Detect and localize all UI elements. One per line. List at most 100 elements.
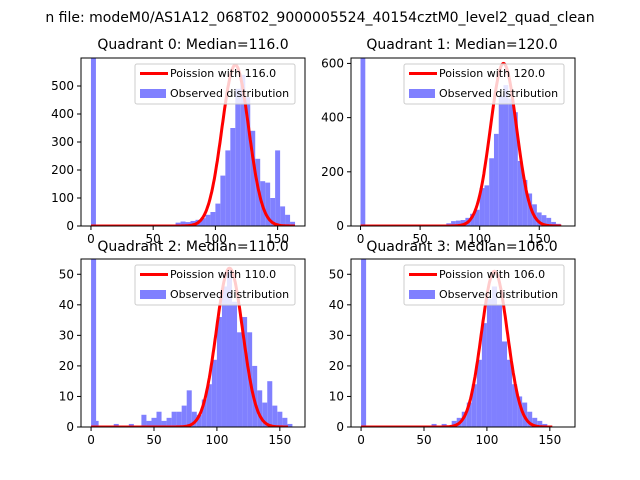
histogram-bar bbox=[270, 198, 276, 226]
legend-observed-label: Observed distribution bbox=[439, 87, 558, 100]
histogram-bar bbox=[512, 384, 518, 427]
quadrant-1-title: Quadrant 1: Median=120.0 bbox=[366, 37, 557, 53]
y-tick-label: 400 bbox=[321, 111, 344, 125]
histogram-bar bbox=[201, 399, 207, 427]
histogram-bar bbox=[536, 212, 542, 226]
histogram-bar bbox=[205, 214, 211, 226]
histogram-bar bbox=[257, 390, 263, 427]
histogram-bar bbox=[186, 390, 192, 427]
histogram-bar bbox=[215, 203, 221, 226]
histogram-bar bbox=[491, 286, 497, 427]
x-tick-label: 150 bbox=[538, 433, 561, 447]
y-tick-label: 50 bbox=[59, 267, 74, 281]
histogram-bar bbox=[206, 384, 212, 427]
histogram-bar bbox=[507, 359, 513, 427]
histogram-bar bbox=[496, 304, 503, 427]
histogram-bar bbox=[527, 411, 533, 427]
histogram-bar bbox=[225, 150, 231, 226]
legend-poisson-label: Poission with 116.0 bbox=[170, 67, 276, 80]
y-tick-label: 40 bbox=[59, 298, 74, 312]
histogram-bar bbox=[265, 182, 271, 226]
y-tick-label: 200 bbox=[321, 165, 344, 179]
histogram-bar bbox=[245, 97, 251, 226]
histogram-bar bbox=[498, 95, 504, 226]
axes-frame bbox=[80, 258, 306, 428]
legend-poisson-label: Poission with 106.0 bbox=[439, 268, 545, 281]
histogram-bar bbox=[508, 98, 514, 226]
histogram-bar bbox=[546, 217, 552, 226]
histogram-bar bbox=[471, 384, 477, 427]
legend-observed-swatch bbox=[409, 290, 435, 299]
histogram-bar bbox=[272, 405, 278, 427]
histogram-bar bbox=[280, 206, 286, 226]
histogram-bar bbox=[277, 411, 283, 427]
histogram-bar bbox=[210, 212, 216, 226]
histogram-bar bbox=[489, 158, 494, 226]
histogram-bar bbox=[216, 317, 222, 427]
histogram-bar bbox=[466, 402, 472, 427]
axes-frame bbox=[350, 57, 576, 227]
histogram-bar bbox=[250, 130, 256, 226]
y-tick-label: 10 bbox=[59, 389, 74, 403]
histogram-bar bbox=[290, 221, 296, 226]
histogram-bar bbox=[90, 58, 96, 226]
x-tick-label: 150 bbox=[268, 433, 291, 447]
histogram-bar bbox=[470, 213, 475, 226]
histogram-bar bbox=[166, 417, 172, 427]
histogram-bar bbox=[156, 411, 162, 427]
x-tick-label: 100 bbox=[468, 232, 491, 246]
quadrant-2-panel: 0 50 100 150 0 10 20 30 40 50 Quadrant 2: Median=… bbox=[59, 239, 306, 447]
x-tick-label: 100 bbox=[475, 433, 498, 447]
plot-marks bbox=[360, 259, 554, 427]
histogram-bar bbox=[93, 420, 99, 427]
histogram-bar bbox=[451, 420, 457, 427]
histogram-bar bbox=[551, 221, 556, 226]
histogram-bar bbox=[527, 193, 533, 226]
y-tick-label: 20 bbox=[329, 359, 344, 373]
figure-suptitle: n file: modeM0/AS1A12_068T02_9000005524_… bbox=[45, 10, 594, 26]
histogram-bar bbox=[200, 218, 206, 226]
y-tick-label: 0 bbox=[336, 420, 344, 434]
quadrant-1-plot-area: 0 50 100 150 0 200 400 600 bbox=[321, 56, 576, 246]
poisson-curve bbox=[90, 63, 296, 226]
legend-poisson-label: Poission with 120.0 bbox=[439, 67, 545, 80]
histogram-bar bbox=[431, 423, 437, 427]
quadrant-1-panel: 0 50 100 150 0 200 400 600 Quadrant 1: Median=1… bbox=[321, 37, 576, 246]
plot-marks bbox=[359, 58, 563, 226]
histogram-bar bbox=[91, 259, 97, 427]
histogram-bar bbox=[267, 381, 273, 427]
axes-frame bbox=[350, 258, 576, 428]
histogram-bar bbox=[237, 332, 243, 427]
y-tick-label: 30 bbox=[59, 328, 74, 342]
x-tick-label: 0 bbox=[87, 232, 95, 246]
histogram-bar bbox=[141, 414, 147, 427]
histogram-bar bbox=[232, 301, 238, 427]
histogram-bar bbox=[196, 414, 202, 427]
x-tick-label: 150 bbox=[266, 232, 289, 246]
x-tick-label: 50 bbox=[146, 232, 161, 246]
histogram-bar bbox=[451, 221, 456, 226]
legend-box bbox=[403, 264, 565, 306]
poisson-curve bbox=[90, 266, 289, 427]
y-tick-label: 600 bbox=[321, 56, 344, 70]
histogram-bar bbox=[171, 411, 177, 427]
histogram-bar bbox=[191, 411, 197, 427]
y-tick-label: 50 bbox=[329, 267, 344, 281]
histogram-bar bbox=[503, 85, 509, 226]
histogram-bar bbox=[484, 185, 490, 226]
histogram-bar bbox=[517, 396, 523, 427]
quadrant-0-legend: Poission with 116.0 Observed distributio… bbox=[134, 63, 296, 105]
histogram-bar bbox=[486, 298, 492, 427]
quadrant-3-legend: Poission with 106.0 Observed distributio… bbox=[403, 264, 565, 306]
x-tick-label: 50 bbox=[146, 433, 161, 447]
y-tick-label: 300 bbox=[51, 135, 74, 149]
histogram-bar bbox=[481, 323, 487, 427]
histogram-bar bbox=[282, 417, 288, 427]
quadrant-3-panel: 0 50 100 150 0 10 20 30 40 50 Quadrant 3: Median=… bbox=[329, 239, 576, 447]
x-tick-label: 0 bbox=[357, 433, 365, 447]
x-tick-label: 0 bbox=[87, 433, 95, 447]
histogram-bar bbox=[287, 423, 293, 427]
histogram-bar bbox=[181, 405, 187, 427]
y-tick-label: 10 bbox=[329, 389, 344, 403]
y-tick-label: 500 bbox=[51, 79, 74, 93]
